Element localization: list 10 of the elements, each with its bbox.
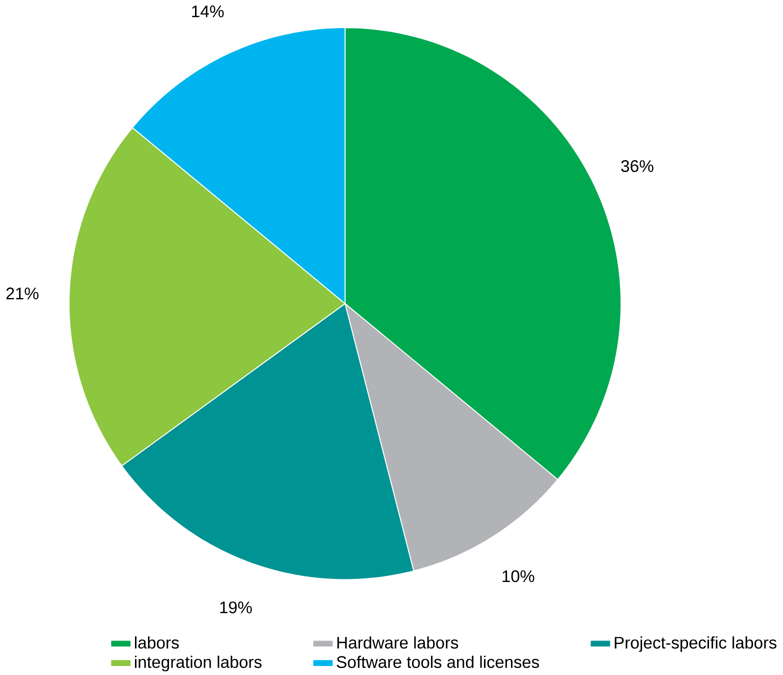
data-label: 36% [621,160,654,172]
data-label: 21% [6,288,38,300]
legend-label: integration labors [134,656,262,672]
data-label: 14% [192,6,224,18]
legend-label: Project-specific labors [614,636,776,652]
data-label: 19% [220,601,252,614]
legend-label: Software tools and licenses [336,656,539,668]
data-label: 10% [502,570,534,582]
legend-label: Hardware labors [337,636,458,649]
legend-label: labors [134,636,179,649]
